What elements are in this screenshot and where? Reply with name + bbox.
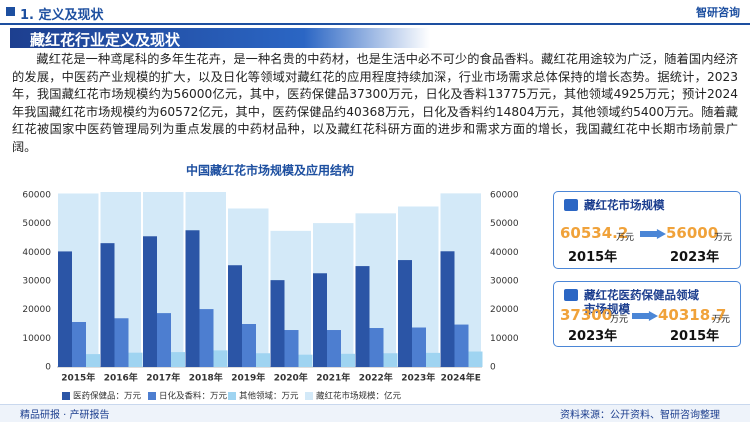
x-tick-label: 2020年 xyxy=(274,372,308,384)
bar xyxy=(313,273,327,367)
x-tick-label: 2017年 xyxy=(146,372,180,384)
bar xyxy=(398,260,412,367)
card-unit: 万元 xyxy=(616,233,635,243)
x-tick-label: 2016年 xyxy=(104,372,138,384)
page-title: 藏红花行业定义及现状 xyxy=(30,31,181,49)
section-icon xyxy=(6,7,15,16)
bar xyxy=(298,354,313,367)
card-year: 2023年 xyxy=(568,329,618,344)
bar xyxy=(58,251,72,367)
bar xyxy=(228,265,242,367)
card-value: 60534.2 xyxy=(560,224,629,242)
bar xyxy=(369,328,384,367)
card-icon xyxy=(564,289,578,301)
source: 资料来源：公开资料、智研咨询整理 xyxy=(560,410,720,421)
bar xyxy=(100,243,115,367)
x-tick-label: 2022年 xyxy=(359,372,393,384)
bar xyxy=(157,313,171,367)
card: 藏红花市场规模 60534.2 万元 56000 万元 2015年 2023年 xyxy=(553,191,741,269)
bar xyxy=(143,236,157,367)
bar xyxy=(284,330,299,367)
bar xyxy=(213,350,228,367)
legend-swatch xyxy=(305,392,313,400)
divider xyxy=(0,23,750,25)
y-tick-label: 10000 xyxy=(22,334,51,344)
footer-left: 精品研报 · 产研报告 xyxy=(20,410,110,421)
bar xyxy=(199,309,214,367)
card-title: 藏红花市场规模 xyxy=(584,198,665,212)
x-tick-label: 2023年 xyxy=(401,372,435,384)
y2-tick-label: 50000 xyxy=(490,219,519,229)
bar xyxy=(270,280,285,367)
y-tick-label: 60000 xyxy=(22,191,51,201)
bar xyxy=(327,330,341,367)
bar xyxy=(440,251,455,367)
bar xyxy=(383,353,398,367)
card-value: 56000 xyxy=(666,224,719,242)
bar xyxy=(454,324,469,367)
bar xyxy=(171,352,185,367)
y2-tick-label: 40000 xyxy=(490,248,519,258)
card-year: 2023年 xyxy=(670,250,720,265)
x-tick-label: 2021年 xyxy=(316,372,350,384)
chart: 中国藏红花市场规模及应用结构 0 10000 20000 30000 40000 5000… xyxy=(22,163,519,402)
y2-tick-label: 60000 xyxy=(490,191,519,201)
card-unit: 万元 xyxy=(610,315,629,325)
chart-title: 中国藏红花市场规模及应用结构 xyxy=(186,163,354,178)
legend-swatch xyxy=(62,392,70,400)
paragraph: 藏红花是一种鸢尾科的多年生花卉，是一种名贵的中药材，也是生活中必不可少的食品香料… xyxy=(12,52,738,154)
title-bar xyxy=(10,28,430,48)
card-value: 40318.7 xyxy=(658,306,727,324)
bar xyxy=(242,324,256,367)
y-tick-label: 30000 xyxy=(22,277,51,287)
bar xyxy=(72,321,86,367)
legend-swatch xyxy=(228,392,236,400)
x-tick-label: 2015年 xyxy=(61,372,95,384)
card-unit: 万元 xyxy=(712,315,731,325)
legend-label: 其他领域：万元 xyxy=(239,391,299,402)
card-value: 37300 xyxy=(560,306,613,324)
card-year: 2015年 xyxy=(568,250,618,265)
y2-tick-label: 0 xyxy=(490,363,496,373)
logo: 智研咨询 xyxy=(696,6,740,19)
legend-swatch xyxy=(148,392,156,400)
y-tick-label: 50000 xyxy=(22,219,51,229)
bar xyxy=(114,318,129,367)
x-tick-label: 2024年E xyxy=(441,372,481,384)
arrow xyxy=(640,229,666,239)
y-tick-label: 40000 xyxy=(22,248,51,258)
y2-tick-label: 30000 xyxy=(490,277,519,287)
bar xyxy=(355,266,370,367)
card-year: 2015年 xyxy=(670,329,720,344)
bar xyxy=(185,230,200,367)
legend-label: 医药保健品：万元 xyxy=(73,391,142,402)
legend-label: 藏红花市场规模：亿元 xyxy=(316,391,402,402)
y2-tick-label: 20000 xyxy=(490,305,519,315)
bar xyxy=(86,354,100,367)
legend-label: 日化及香料：万元 xyxy=(159,391,228,402)
arrow xyxy=(632,311,658,321)
bar xyxy=(468,351,483,367)
x-tick-label: 2018年 xyxy=(189,372,223,384)
card-icon xyxy=(564,199,578,211)
bar xyxy=(256,353,270,367)
card: 藏红花医药保健品领域市场规模 37300 万元 40318.7 万元 2023年… xyxy=(553,281,741,347)
y-tick-label: 20000 xyxy=(22,305,51,315)
bar xyxy=(426,352,440,367)
y-tick-label: 0 xyxy=(45,363,51,373)
y2-tick-label: 10000 xyxy=(490,334,519,344)
bar xyxy=(412,327,426,367)
card-unit: 万元 xyxy=(714,233,733,243)
section-label: 1. 定义及现状 xyxy=(20,8,104,23)
bar xyxy=(341,353,355,367)
bar xyxy=(128,352,143,367)
x-tick-label: 2019年 xyxy=(231,372,265,384)
card-title: 藏红花医药保健品领域市场规模 xyxy=(584,288,699,316)
footer xyxy=(0,404,750,422)
